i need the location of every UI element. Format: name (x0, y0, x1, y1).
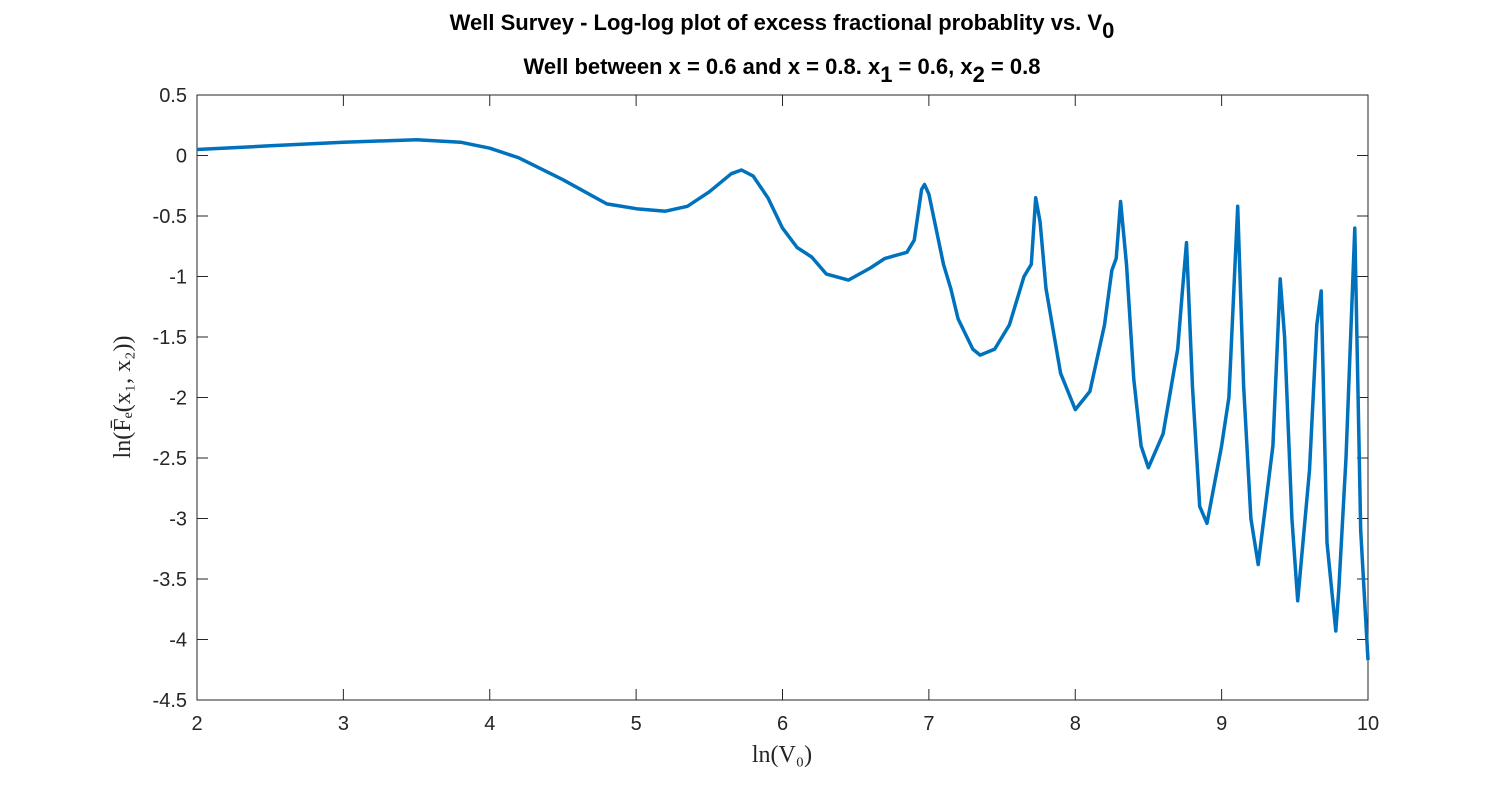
subscript: 2 (973, 62, 985, 87)
chart-title: Well Survey - Log-log plot of excess fra… (450, 10, 1115, 43)
x-tick-label: 10 (1357, 713, 1379, 735)
x-tick-label: 7 (923, 713, 934, 735)
y-tick-label: 0.5 (159, 85, 187, 107)
x-tick-label: 2 (191, 713, 202, 735)
subscript: 1 (880, 62, 892, 87)
title-text: Well Survey - Log-log plot of excess fra… (450, 10, 1103, 35)
y-tick-label: -4 (169, 630, 187, 652)
data-line (196, 138, 1370, 661)
y-tick-label: -1.5 (153, 327, 187, 349)
x-tick-label: 5 (631, 713, 642, 735)
y-tick-label: -3.5 (153, 569, 187, 591)
y-tick-label: -0.5 (153, 206, 187, 228)
x-tick-label: 6 (777, 713, 788, 735)
plot-area (196, 94, 1369, 701)
y-tick-label: 0 (176, 146, 187, 168)
y-tick-label: -2.5 (153, 448, 187, 470)
subscript: 0 (1102, 18, 1114, 43)
title-text: = 0.6, x (892, 54, 973, 79)
y-tick-label: -2 (169, 388, 187, 410)
y-tick-label: -3 (169, 509, 187, 531)
title-text: = 0.8 (985, 54, 1041, 79)
y-axis-label: ln(F̄ₑ(x₁, x₂)) (110, 336, 136, 459)
y-tick-label: -4.5 (153, 690, 187, 712)
y-tick-label: -1 (169, 267, 187, 289)
chart-subtitle: Well between x = 0.6 and x = 0.8. x1 = 0… (524, 54, 1041, 87)
title-text: Well between x = 0.6 and x = 0.8. x (524, 54, 881, 79)
x-tick-label: 8 (1070, 713, 1081, 735)
x-axis-label: ln(V₀) (752, 742, 812, 768)
x-tick-label: 4 (484, 713, 495, 735)
x-tick-label: 9 (1216, 713, 1227, 735)
x-tick-label: 3 (338, 713, 349, 735)
